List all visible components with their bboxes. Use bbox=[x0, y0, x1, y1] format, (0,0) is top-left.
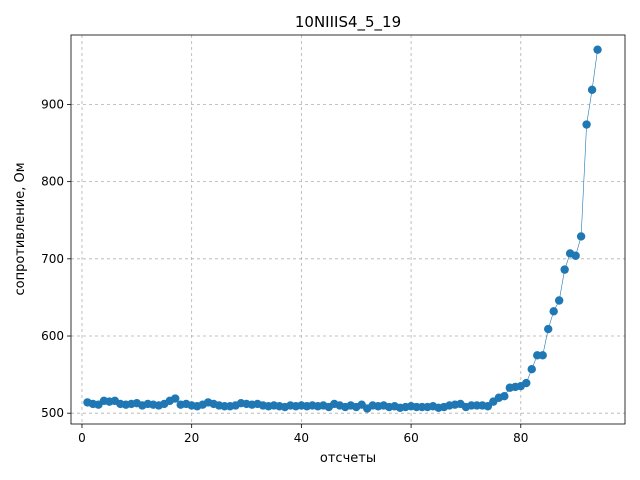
y-tick-label: 700 bbox=[41, 252, 64, 266]
data-series bbox=[83, 45, 602, 413]
data-point bbox=[544, 324, 553, 334]
data-point bbox=[593, 45, 602, 54]
y-axis-label: сопротивление, Ом bbox=[13, 162, 28, 295]
data-point bbox=[522, 378, 531, 388]
data-point bbox=[560, 265, 569, 274]
data-point bbox=[554, 296, 564, 305]
x-tick-label: 0 bbox=[78, 431, 86, 445]
data-point bbox=[538, 351, 547, 360]
chart-title: 10NIIIS4_5_19 bbox=[295, 13, 401, 32]
data-point bbox=[576, 232, 586, 241]
data-point bbox=[171, 394, 180, 403]
y-axis-ticks: 500 600 700 800 900 bbox=[41, 97, 71, 420]
data-point bbox=[582, 120, 591, 129]
grid bbox=[71, 35, 625, 424]
plot-frame bbox=[70, 34, 626, 425]
data-point bbox=[483, 402, 493, 411]
x-tick-label: 40 bbox=[294, 431, 309, 445]
data-point bbox=[571, 251, 580, 260]
data-point bbox=[500, 392, 509, 401]
x-tick-label: 60 bbox=[403, 431, 418, 445]
data-point bbox=[527, 365, 536, 374]
x-axis-ticks: 0 20 40 60 80 bbox=[78, 424, 528, 445]
data-point bbox=[587, 85, 597, 95]
y-tick-label: 900 bbox=[41, 97, 64, 111]
x-tick-label: 20 bbox=[184, 431, 199, 445]
x-tick-label: 80 bbox=[513, 431, 528, 445]
y-tick-label: 600 bbox=[41, 329, 64, 343]
y-tick-label: 500 bbox=[41, 406, 64, 420]
x-axis-label: отсчеты bbox=[320, 451, 376, 466]
y-tick-label: 800 bbox=[41, 175, 64, 189]
data-point bbox=[549, 307, 558, 316]
